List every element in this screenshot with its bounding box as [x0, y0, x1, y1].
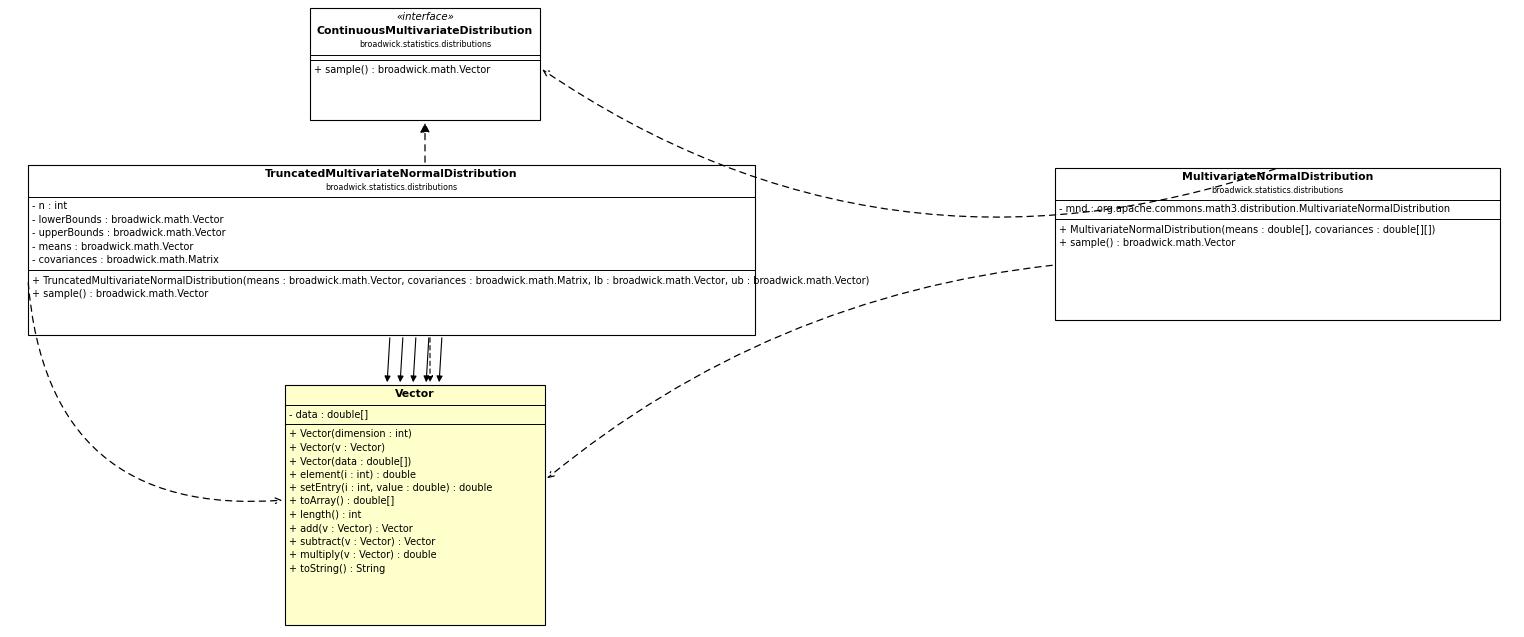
Text: ContinuousMultivariateDistribution: ContinuousMultivariateDistribution — [317, 26, 533, 36]
Bar — [285, 385, 546, 625]
Bar — [309, 8, 539, 120]
Text: - means : broadwick.math.Vector: - means : broadwick.math.Vector — [32, 242, 194, 252]
Text: + sample() : broadwick.math.Vector: + sample() : broadwick.math.Vector — [1059, 238, 1236, 248]
Text: + MultivariateNormalDistribution(means : double[], covariances : double[][]): + MultivariateNormalDistribution(means :… — [1059, 224, 1436, 234]
Text: broadwick.statistics.distributions: broadwick.statistics.distributions — [326, 183, 457, 192]
Text: broadwick.statistics.distributions: broadwick.statistics.distributions — [1212, 186, 1344, 195]
Text: «interface»: «interface» — [396, 12, 454, 22]
Text: - covariances : broadwick.math.Matrix: - covariances : broadwick.math.Matrix — [32, 255, 219, 266]
Text: + add(v : Vector) : Vector: + add(v : Vector) : Vector — [290, 524, 413, 533]
Text: Vector: Vector — [395, 389, 434, 399]
Text: + length() : int: + length() : int — [290, 510, 361, 520]
Text: + TruncatedMultivariateNormalDistribution(means : broadwick.math.Vector, covaria: + TruncatedMultivariateNormalDistributio… — [32, 275, 869, 285]
Text: + setEntry(i : int, value : double) : double: + setEntry(i : int, value : double) : do… — [290, 483, 492, 493]
Text: + Vector(v : Vector): + Vector(v : Vector) — [290, 442, 386, 452]
Text: + element(i : int) : double: + element(i : int) : double — [290, 469, 416, 480]
Text: + sample() : broadwick.math.Vector: + sample() : broadwick.math.Vector — [32, 289, 209, 299]
Text: - upperBounds : broadwick.math.Vector: - upperBounds : broadwick.math.Vector — [32, 229, 226, 238]
Text: - lowerBounds : broadwick.math.Vector: - lowerBounds : broadwick.math.Vector — [32, 215, 224, 225]
Bar — [1055, 168, 1500, 320]
Text: broadwick.statistics.distributions: broadwick.statistics.distributions — [360, 40, 491, 50]
Text: - mnd : org.apache.commons.math3.distribution.MultivariateNormalDistribution: - mnd : org.apache.commons.math3.distrib… — [1059, 204, 1451, 215]
Text: MultivariateNormalDistribution: MultivariateNormalDistribution — [1181, 172, 1373, 182]
Text: + multiply(v : Vector) : double: + multiply(v : Vector) : double — [290, 550, 436, 561]
Text: - n : int: - n : int — [32, 201, 67, 211]
Text: + toString() : String: + toString() : String — [290, 564, 386, 574]
Text: - data : double[]: - data : double[] — [290, 410, 369, 419]
Bar — [27, 165, 754, 335]
Text: + toArray() : double[]: + toArray() : double[] — [290, 496, 395, 506]
Text: TruncatedMultivariateNormalDistribution: TruncatedMultivariateNormalDistribution — [265, 169, 518, 179]
Text: + sample() : broadwick.math.Vector: + sample() : broadwick.math.Vector — [314, 65, 491, 75]
Text: + Vector(data : double[]): + Vector(data : double[]) — [290, 456, 411, 466]
Text: + Vector(dimension : int): + Vector(dimension : int) — [290, 429, 411, 439]
Text: + subtract(v : Vector) : Vector: + subtract(v : Vector) : Vector — [290, 537, 436, 547]
